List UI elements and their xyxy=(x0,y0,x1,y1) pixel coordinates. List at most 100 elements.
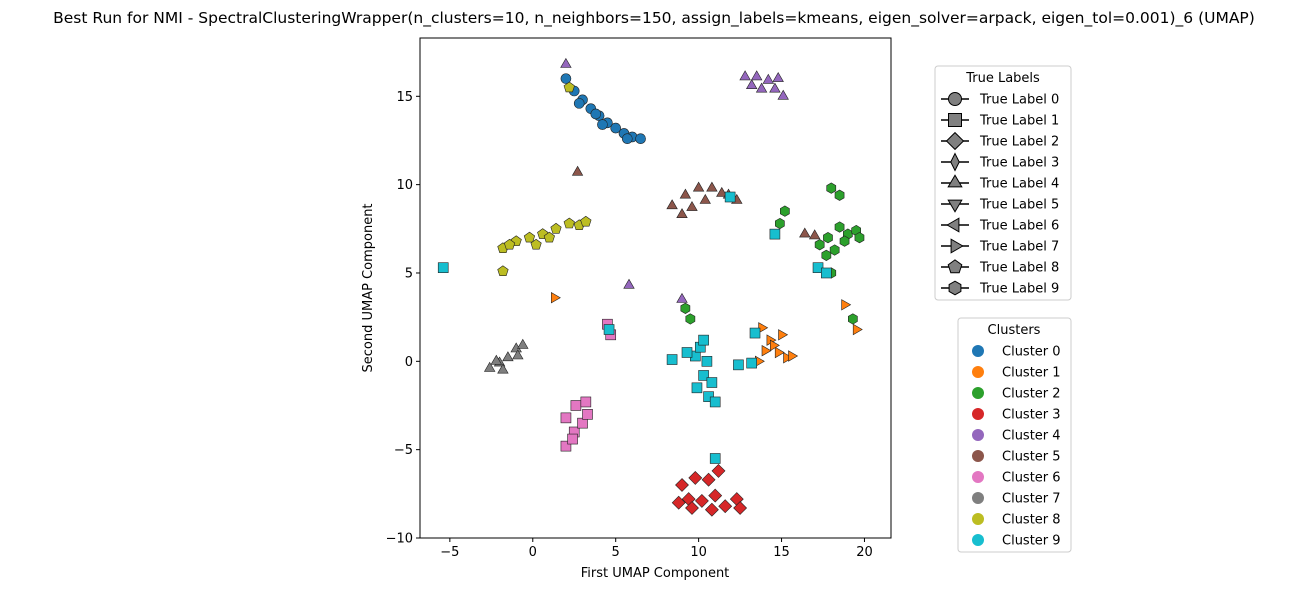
legend-true-label-4: True Label 4 xyxy=(979,177,1059,192)
cluster-5-point-4 xyxy=(716,186,728,197)
cluster-1-point-4 xyxy=(769,339,780,352)
legend-true-label-3: True Label 3 xyxy=(979,156,1059,171)
cluster-2-point-7 xyxy=(829,244,840,256)
x-axis-ticks: −5 0 5 10 15 20 xyxy=(440,538,873,560)
cluster-2-point-12 xyxy=(834,189,845,201)
cluster-7-point-5 xyxy=(497,363,509,374)
cluster-1-point-11 xyxy=(852,323,863,336)
cluster-8-point-7 xyxy=(580,215,592,227)
legend-true-marker-0 xyxy=(948,92,962,106)
legend-cluster-marker-4 xyxy=(972,429,984,441)
legend-cluster-marker-7 xyxy=(972,492,984,504)
cluster-5-point-0 xyxy=(666,199,678,210)
chart-title: Best Run for NMI - SpectralClusteringWra… xyxy=(53,9,1255,28)
cluster-1-point-8 xyxy=(788,350,799,362)
cluster-9-point-8 xyxy=(681,347,693,358)
cluster-0-point-10 xyxy=(573,98,585,109)
legend-true-label-5: True Label 5 xyxy=(979,198,1059,213)
legend-true-label-1: True Label 1 xyxy=(979,114,1059,129)
cluster-2-point-10 xyxy=(774,217,785,230)
cluster-5-point-6 xyxy=(699,193,711,204)
cluster-1-point-3 xyxy=(783,352,794,364)
legend-true-label-0: True Label 0 xyxy=(979,93,1059,108)
cluster-2-point-4 xyxy=(854,232,865,244)
x-tick-label-0: −5 xyxy=(440,545,459,560)
cluster-9-point-16 xyxy=(821,267,832,279)
cluster-9-point-11 xyxy=(733,359,744,371)
cluster-9-point-13 xyxy=(749,327,761,339)
legend-clusters-title: Clusters xyxy=(988,323,1041,338)
x-tick-label-5: 20 xyxy=(856,545,873,560)
cluster-4-point-2 xyxy=(762,73,775,84)
cluster-2-point-15 xyxy=(680,302,691,314)
legend-true-label-6: True Label 6 xyxy=(979,219,1059,234)
legend-cluster-marker-9 xyxy=(972,534,984,546)
legend-cluster-marker-3 xyxy=(972,408,984,420)
cluster-8-point-11 xyxy=(497,265,509,277)
legend-true-label-7: True Label 7 xyxy=(979,240,1059,255)
cluster-1-point-9 xyxy=(550,291,561,304)
cluster-4-point-9 xyxy=(623,278,635,289)
cluster-3-point-11 xyxy=(711,463,726,478)
cluster-8-point-5 xyxy=(563,217,575,229)
cluster-2-point-11 xyxy=(826,182,837,194)
cluster-1-point-5 xyxy=(778,329,789,341)
legend-true-marker-6 xyxy=(946,217,960,233)
cluster-8-point-2 xyxy=(523,231,536,243)
legend-cluster-marker-2 xyxy=(972,387,984,399)
legend-true-labels: True Labels True Label 0 True Label 1 True… xyxy=(934,65,1072,301)
cluster-9-point-2 xyxy=(698,370,709,381)
cluster-0-point-9 xyxy=(635,133,646,145)
legend-true-label-9: True Label 9 xyxy=(979,282,1059,297)
cluster-6-point-2 xyxy=(580,396,592,408)
cluster-5-point-11 xyxy=(799,227,811,238)
legend-cluster-label-7: Cluster 7 xyxy=(1002,492,1061,507)
cluster-9-point-17 xyxy=(709,453,721,464)
cluster-0-point-11 xyxy=(597,119,608,130)
cluster-9-point-1 xyxy=(701,356,713,367)
cluster-9-point-6 xyxy=(709,396,721,408)
cluster-2-point-3 xyxy=(839,235,850,247)
cluster-2-point-13 xyxy=(847,313,858,325)
cluster-9-point-19 xyxy=(437,262,449,273)
cluster-4-point-6 xyxy=(745,79,758,89)
cluster-4-point-3 xyxy=(755,82,768,93)
y-tick-label-3: 5 xyxy=(405,266,413,281)
cluster-3-point-7 xyxy=(704,502,719,517)
legend-cluster-label-2: Cluster 2 xyxy=(1002,387,1061,402)
y-tick-label-5: 15 xyxy=(396,90,413,105)
cluster-4-point-10 xyxy=(676,292,688,303)
legend-true-marker-7 xyxy=(950,238,964,254)
legend-true-labels-frame xyxy=(934,65,1072,301)
y-axis-label: Second UMAP Component xyxy=(361,203,376,372)
y-tick-label-4: 10 xyxy=(396,178,413,193)
legend-cluster-marker-6 xyxy=(972,471,984,483)
cluster-0-point-13 xyxy=(590,108,602,120)
cluster-6-point-1 xyxy=(570,400,582,411)
legend-cluster-label-1: Cluster 1 xyxy=(1002,366,1061,381)
cluster-3-point-6 xyxy=(671,495,686,510)
x-tick-label-2: 5 xyxy=(612,545,620,560)
cluster-4-point-4 xyxy=(769,82,781,93)
legend-cluster-marker-1 xyxy=(972,366,984,378)
cluster-5-point-10 xyxy=(571,165,584,176)
cluster-0-point-12 xyxy=(622,133,633,145)
cluster-3-point-8 xyxy=(718,499,733,514)
cluster-9-point-12 xyxy=(746,357,757,369)
cluster-2-point-0 xyxy=(834,221,845,233)
cluster-2-point-16 xyxy=(685,313,696,325)
cluster-3-point-0 xyxy=(675,478,689,492)
cluster-6-point-0 xyxy=(560,412,572,424)
cluster-8-point-4 xyxy=(550,222,562,234)
cluster-8-point-12 xyxy=(563,81,575,93)
legend-cluster-marker-0 xyxy=(972,345,984,357)
cluster-7-point-4 xyxy=(517,338,529,349)
legend-cluster-label-9: Cluster 9 xyxy=(1002,534,1061,549)
cluster-9-point-4 xyxy=(691,382,703,394)
cluster-9-point-3 xyxy=(706,377,718,388)
cluster-1-point-10 xyxy=(841,299,852,311)
legend-true-marker-9 xyxy=(948,280,962,296)
legend-true-marker-4 xyxy=(947,174,963,188)
cluster-3-point-12 xyxy=(685,501,699,515)
cluster-0-point-0 xyxy=(560,73,572,84)
